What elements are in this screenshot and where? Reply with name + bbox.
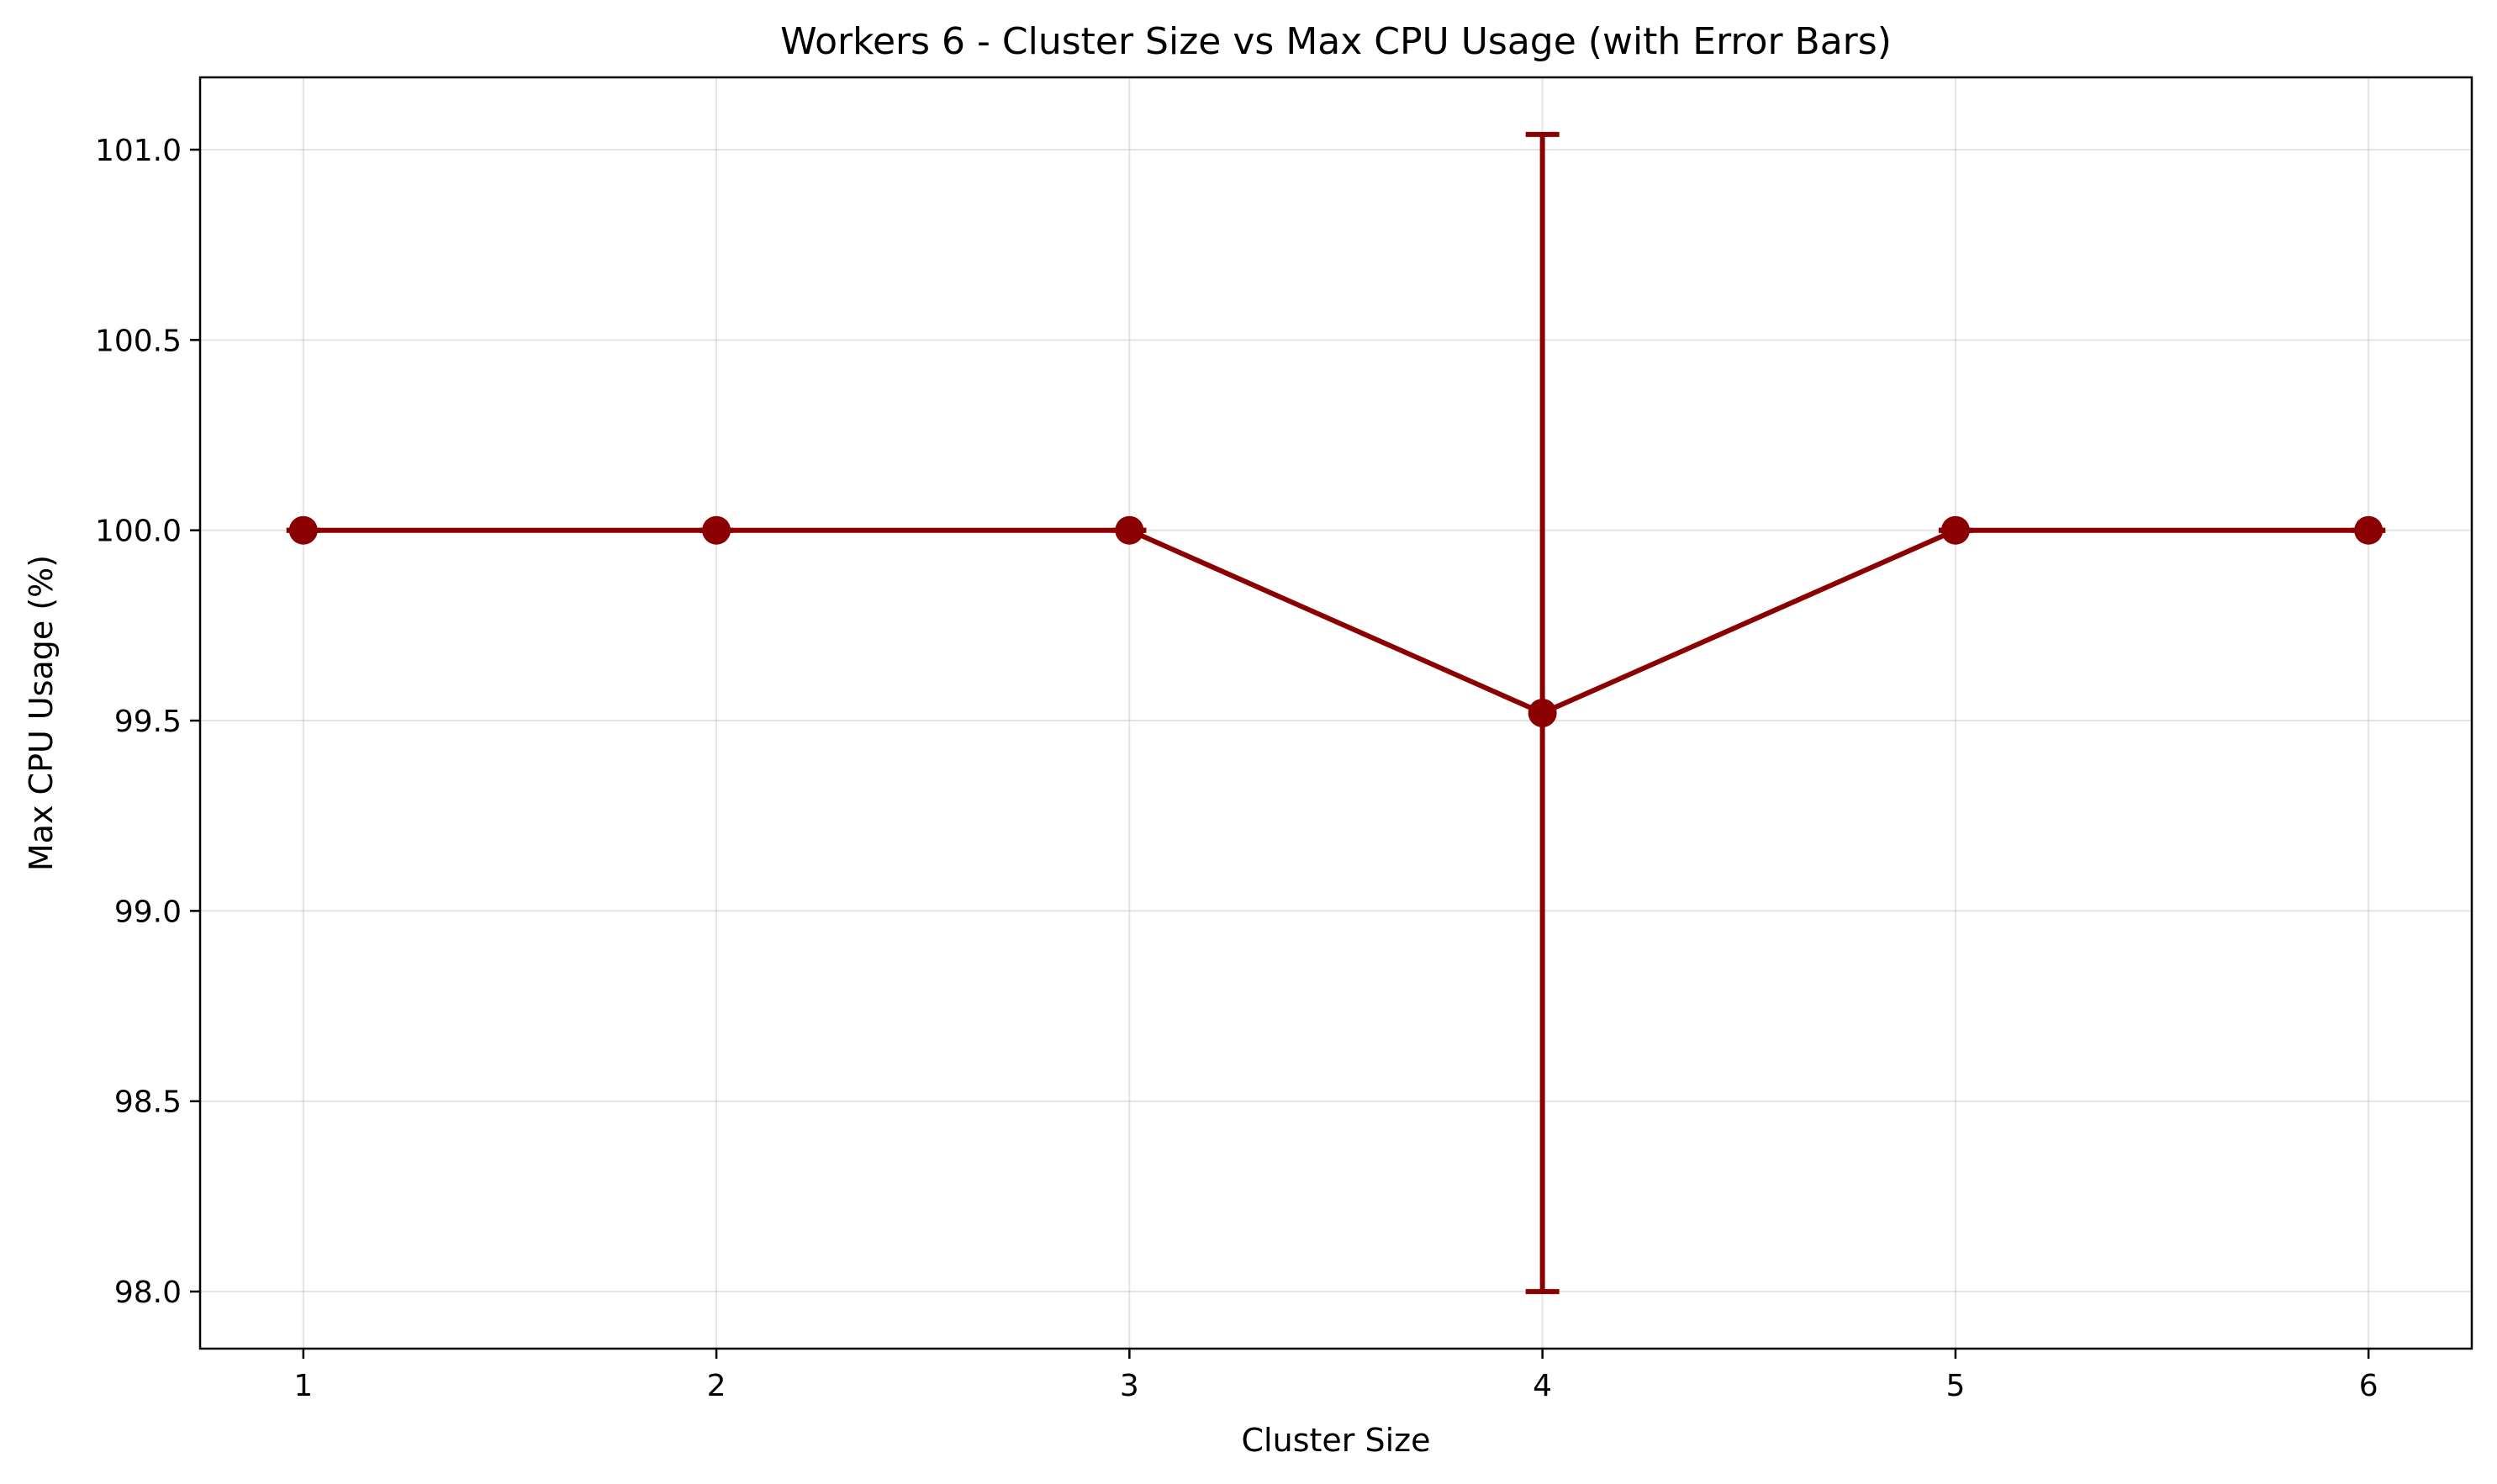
x-tick-label: 6 bbox=[2359, 1369, 2378, 1403]
ticks: 1 2 3 4 5 6 98.0 98.5 99.0 99.5 100.0 100.5 101.0 bbox=[95, 134, 2378, 1403]
y-tick-label: 98.0 bbox=[114, 1275, 182, 1310]
y-tick-label: 98.5 bbox=[114, 1085, 182, 1120]
x-axis-label: Cluster Size bbox=[1242, 1422, 1431, 1459]
data-point bbox=[288, 515, 318, 545]
grid bbox=[200, 77, 2472, 1349]
y-tick-label: 99.5 bbox=[114, 705, 182, 739]
data-point bbox=[1528, 699, 1557, 727]
plot-frame bbox=[198, 76, 2473, 1350]
data-point bbox=[1115, 515, 1144, 545]
axes-frame bbox=[198, 76, 2473, 1350]
y-tick-label: 101.0 bbox=[95, 134, 182, 168]
series-line bbox=[303, 527, 2369, 716]
x-tick-label: 2 bbox=[707, 1369, 726, 1403]
x-tick-label: 1 bbox=[293, 1369, 313, 1403]
data-point bbox=[1940, 515, 1970, 545]
y-tick-label: 100.5 bbox=[95, 324, 182, 358]
data-point bbox=[2354, 515, 2384, 545]
x-tick-label: 5 bbox=[1945, 1369, 1965, 1403]
x-tick-label: 3 bbox=[1120, 1369, 1139, 1403]
y-tick-label: 100.0 bbox=[95, 515, 182, 549]
series bbox=[286, 131, 2386, 1295]
chart-title: Workers 6 - Cluster Size vs Max CPU Usag… bbox=[780, 20, 1892, 63]
x-tick-label: 4 bbox=[1533, 1369, 1552, 1403]
y-axis-label: Max CPU Usage (%) bbox=[23, 555, 60, 871]
y-tick-label: 99.0 bbox=[114, 895, 182, 929]
data-point bbox=[702, 515, 731, 545]
